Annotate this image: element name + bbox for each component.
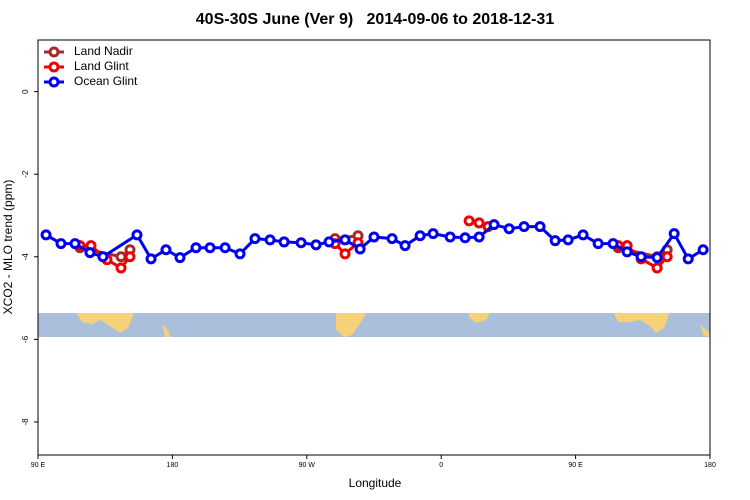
chart-title: 40S-30S June (Ver 9) 2014-09-06 to 2018-…: [196, 11, 555, 28]
legend-label: Ocean Glint: [74, 74, 138, 88]
point: [459, 232, 471, 244]
point: [115, 262, 127, 274]
point: [368, 231, 380, 243]
point: [84, 247, 96, 259]
point: [444, 231, 456, 243]
point: [399, 240, 411, 252]
point: [661, 251, 673, 263]
point: [549, 235, 561, 247]
point: [386, 233, 398, 245]
y-tick-label: -8: [21, 418, 30, 426]
point: [339, 234, 351, 246]
y-tick-label: -4: [21, 253, 30, 261]
x-axis-label: Longitude: [349, 476, 402, 490]
point: [503, 223, 515, 235]
point: [488, 219, 500, 231]
point: [97, 251, 109, 263]
point: [473, 217, 485, 229]
legend-marker: [48, 76, 60, 88]
point: [354, 243, 366, 255]
y-tick-label: -6: [21, 335, 30, 343]
land: [162, 324, 170, 337]
point: [204, 242, 216, 254]
plot-frame: [37, 39, 711, 456]
point: [651, 252, 663, 264]
legend-marker: [48, 61, 60, 73]
y-axis-label: XCO2 - MLO trend (ppm): [1, 180, 15, 315]
point: [310, 239, 322, 251]
point: [635, 251, 647, 263]
point: [651, 262, 663, 274]
land: [614, 313, 669, 333]
point: [668, 228, 680, 240]
legend-marker: [48, 46, 60, 58]
legend-label: Land Nadir: [74, 44, 133, 58]
point: [115, 251, 127, 263]
land: [700, 324, 710, 337]
point: [160, 244, 172, 256]
point: [414, 230, 426, 242]
point: [463, 215, 475, 227]
point: [124, 251, 136, 263]
point: [295, 237, 307, 249]
point: [323, 236, 335, 248]
point: [562, 234, 574, 246]
point: [682, 253, 694, 265]
point: [234, 248, 246, 260]
x-tick-label: 180: [167, 462, 179, 469]
x-tick-label: 180: [704, 462, 716, 469]
y-tick-label: 0: [21, 89, 30, 94]
point: [264, 234, 276, 246]
point: [339, 248, 351, 260]
point: [278, 236, 290, 248]
point: [697, 244, 709, 256]
legend-label: Land Glint: [74, 59, 129, 73]
land: [76, 313, 134, 333]
point: [131, 229, 143, 241]
x-tick-label: 90 W: [299, 462, 316, 469]
point: [249, 233, 261, 245]
point: [607, 238, 619, 250]
point: [40, 229, 52, 241]
point: [145, 253, 157, 265]
map-strip: [38, 313, 710, 337]
point: [473, 231, 485, 243]
x-tick-label: 0: [439, 462, 443, 469]
point: [69, 238, 81, 250]
point: [55, 238, 67, 250]
land: [468, 313, 490, 323]
point: [427, 228, 439, 240]
point: [174, 252, 186, 264]
point: [534, 221, 546, 233]
land: [336, 313, 366, 337]
y-tick-label: -2: [21, 170, 30, 178]
point: [190, 242, 202, 254]
point: [518, 221, 530, 233]
ocean-band: [38, 313, 710, 337]
series-line: [79, 219, 669, 270]
point: [219, 242, 231, 254]
point: [577, 229, 589, 241]
point: [592, 238, 604, 250]
point: [621, 246, 633, 258]
x-tick-label: 90 E: [568, 462, 583, 469]
x-tick-label: 90 E: [31, 462, 46, 469]
